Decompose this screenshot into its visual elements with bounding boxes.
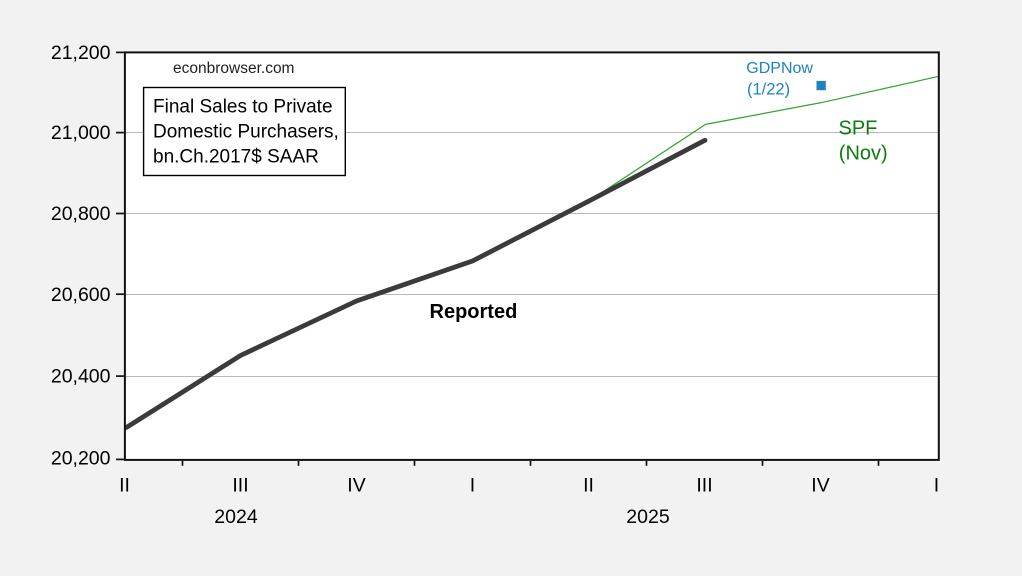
svg-text:2025: 2025: [626, 506, 670, 528]
svg-text:20,400: 20,400: [51, 366, 111, 388]
svg-text:IV: IV: [811, 475, 829, 497]
svg-text:20,600: 20,600: [51, 284, 111, 306]
svg-text:Final Sales to Private: Final Sales to Private: [153, 97, 333, 118]
svg-text:(1/22): (1/22): [747, 80, 790, 98]
svg-text:Reported: Reported: [430, 301, 518, 323]
svg-text:Domestic Purchasers,: Domestic Purchasers,: [153, 122, 339, 143]
svg-text:21,200: 21,200: [51, 42, 111, 64]
svg-text:III: III: [232, 475, 248, 497]
svg-text:(Nov): (Nov): [839, 142, 888, 164]
svg-text:21,000: 21,000: [51, 122, 111, 144]
svg-text:II: II: [119, 475, 130, 497]
svg-text:GDPNow: GDPNow: [746, 60, 813, 77]
svg-text:I: I: [934, 475, 939, 497]
svg-text:2024: 2024: [214, 506, 258, 528]
svg-text:IV: IV: [347, 475, 365, 497]
svg-text:III: III: [696, 475, 712, 497]
svg-text:II: II: [583, 475, 594, 497]
svg-text:20,200: 20,200: [51, 448, 111, 470]
svg-text:20,800: 20,800: [51, 203, 111, 225]
svg-text:I: I: [470, 475, 475, 497]
svg-text:bn.Ch.2017$ SAAR: bn.Ch.2017$ SAAR: [153, 147, 319, 168]
svg-text:SPF: SPF: [839, 118, 878, 140]
svg-text:econbrowser.com: econbrowser.com: [173, 60, 294, 77]
